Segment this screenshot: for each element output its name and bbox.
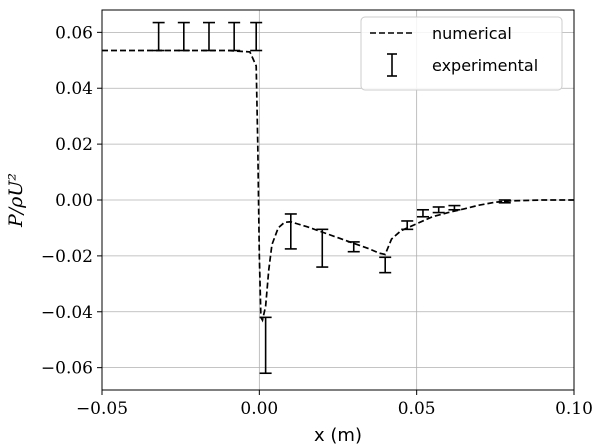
y-tick-label: 0.04 [55,79,93,99]
legend-experimental-swatch [387,53,397,77]
experimental-errorbar [177,21,190,52]
axis-ticks: −0.05 0.00 0.05 0.10 0.06 0.04 0.02 0.00 −0.02 −0… [41,23,593,419]
y-tick-label: −0.04 [41,303,93,323]
experimental-errorbar [152,21,165,52]
x-tick-label: 0.10 [555,399,593,419]
x-tick-label: −0.05 [76,399,128,419]
experimental-errorbar [202,21,215,52]
legend-box [360,16,563,91]
legend: numerical experimental [360,16,563,91]
y-tick-label: 0.02 [55,135,93,155]
y-tick-label: 0.06 [55,23,93,43]
experimental-errorbar [416,208,429,218]
experimental-errorbar [432,206,445,214]
experimental-errorbar [250,21,263,52]
x-tick-label: 0.00 [240,399,278,419]
plot-area [102,21,574,375]
experimental-errorbar [498,199,511,204]
y-tick-label: 0.00 [55,191,93,211]
y-axis-label: P/ρU² [5,173,27,228]
x-tick-label: 0.05 [398,399,436,419]
experimental-errorbar [401,220,414,231]
numerical-line [102,49,574,323]
x-axis-label: x (m) [314,425,362,446]
experimental-errorbar [347,241,360,253]
legend-experimental-label: experimental [432,56,538,75]
y-tick-label: −0.02 [41,247,93,267]
experimental-errorbar [284,213,297,250]
experimental-errorbar [448,204,461,211]
y-tick-label: −0.06 [41,359,93,379]
legend-numerical-label: numerical [432,24,512,43]
experimental-errorbar [228,21,241,52]
experimental-errorbar [259,316,272,375]
experimental-errorbar [379,256,392,274]
experimental-errorbar [316,228,329,268]
